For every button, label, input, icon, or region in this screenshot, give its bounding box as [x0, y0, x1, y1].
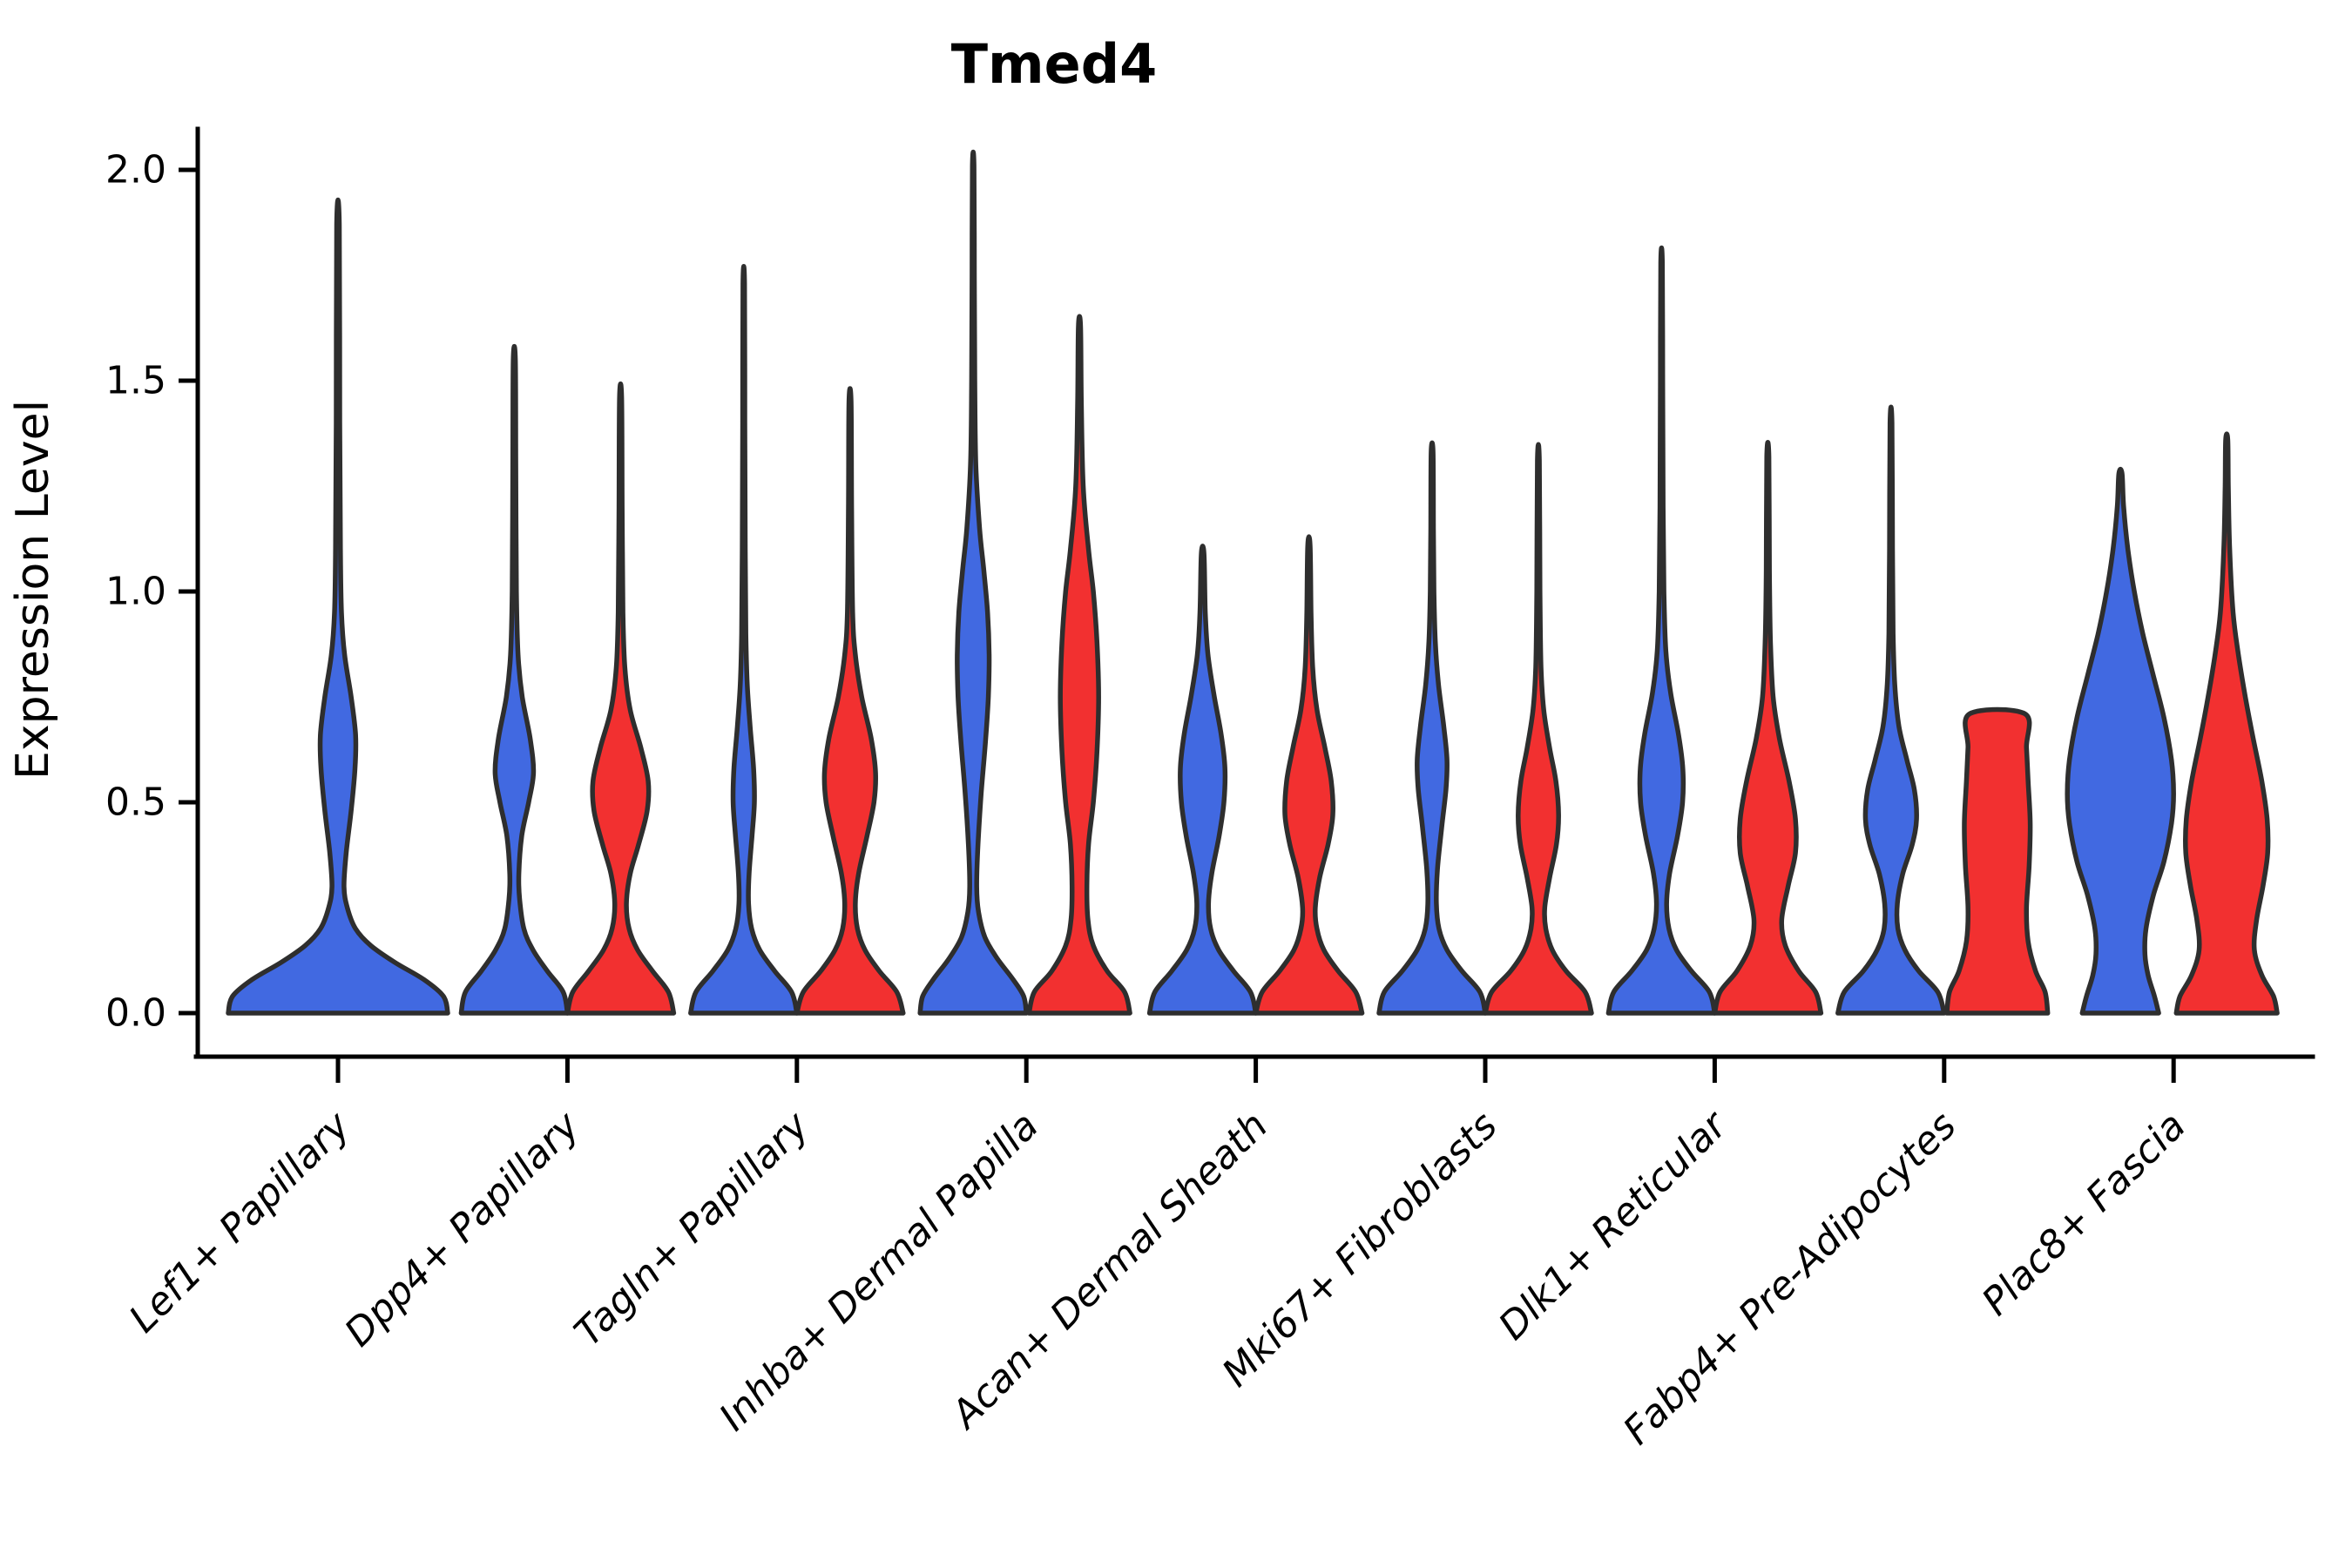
- violins-layer: [226, 149, 2280, 1016]
- plot-title: Tmed4: [951, 32, 1157, 96]
- violin-tagln-red: [794, 386, 906, 1016]
- x-tick-label: Tagln+ Papillary: [566, 1103, 818, 1355]
- violin-plac8-red: [2173, 431, 2280, 1016]
- y-tick-label: 0.5: [105, 781, 166, 825]
- x-tick-label: Dlk1+ Reticular: [1490, 1102, 1737, 1348]
- violin-dpp4-blue: [458, 343, 571, 1016]
- violin-plac8-blue: [2065, 466, 2176, 1016]
- violin-fabp4-red: [1944, 706, 2051, 1016]
- y-tick-label: 0.0: [105, 991, 166, 1036]
- violin-dlk1-red: [1712, 440, 1824, 1016]
- violin-inhba-blue: [917, 149, 1029, 1016]
- y-tick-label: 1.5: [105, 359, 166, 403]
- y-tick-label: 2.0: [105, 148, 166, 193]
- y-axis-ticks: 0.0 0.5 1.0 1.5 2.0: [105, 148, 198, 1036]
- x-tick-label: Dpp4+ Papillary: [336, 1103, 589, 1355]
- violin-mki67-blue: [1376, 440, 1488, 1016]
- x-tick-label: Lef1+ Papillary: [121, 1103, 360, 1342]
- violin-inhba-red: [1026, 314, 1132, 1016]
- violin-fabp4-blue: [1835, 404, 1947, 1016]
- violin-dlk1-blue: [1605, 245, 1718, 1016]
- y-axis-label: Expression Level: [7, 400, 59, 780]
- violin-acan-blue: [1146, 544, 1259, 1016]
- y-tick-label: 1.0: [105, 570, 166, 614]
- violin-acan-red: [1253, 534, 1365, 1016]
- violin-tagln-blue: [688, 264, 800, 1016]
- violin-dpp4-red: [564, 381, 677, 1016]
- violin-mki67-red: [1483, 442, 1594, 1016]
- violin-lef1-blue: [226, 198, 450, 1016]
- x-tick-label: Plac8+ Fascia: [1974, 1104, 2194, 1324]
